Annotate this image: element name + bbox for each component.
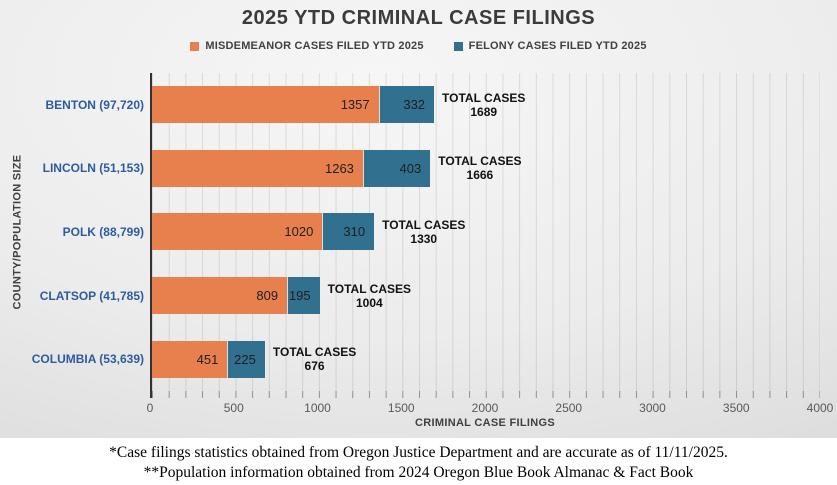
- bar-row-benton: 1357 332 TOTAL CASES 1689: [152, 73, 820, 137]
- chart-slide: 2025 YTD CRIMINAL CASE FILINGS MISDEMEAN…: [0, 0, 837, 438]
- total-cases-value: 676: [304, 359, 325, 374]
- x-axis-tick-label: 4000: [806, 401, 834, 415]
- total-cases-caption: TOTAL CASES: [272, 345, 357, 360]
- legend-label-misdemeanor: MISDEMEANOR CASES FILED YTD 2025: [205, 40, 424, 52]
- bar-row-columbia: 451 225 TOTAL CASES 676: [152, 327, 820, 391]
- bar-row-clatsop: 809 195 TOTAL CASES 1004: [152, 264, 820, 328]
- total-cases-annotation: TOTAL CASES 1330: [382, 218, 465, 246]
- county-label-columbia: COLUMBIA (53,639): [31, 352, 144, 367]
- chart-title: 2025 YTD CRIMINAL CASE FILINGS: [241, 7, 596, 29]
- x-axis-tick-label: 2500: [555, 401, 583, 415]
- x-axis-title: CRIMINAL CASE FILINGS: [415, 417, 555, 429]
- total-cases-value: 1666: [466, 168, 494, 183]
- x-axis-tick-label: 0: [146, 401, 154, 415]
- x-axis-tick-label: 1500: [387, 401, 415, 415]
- total-cases-value: 1689: [470, 104, 498, 119]
- felony-segment: 195: [287, 277, 320, 315]
- total-cases-annotation: TOTAL CASES 1689: [442, 91, 525, 119]
- footnote-line-2: **Population information obtained from 2…: [143, 464, 694, 481]
- x-axis-tick-marks: [150, 391, 820, 398]
- y-axis-category-labels: BENTON (97,720) LINCOLN (51,153) POLK (8…: [0, 73, 144, 391]
- legend-swatch-felony-icon: [453, 41, 463, 51]
- total-cases-caption: TOTAL CASES: [442, 90, 526, 105]
- segment-value-label: 809: [256, 288, 279, 304]
- bar-row-lincoln: 1263 403 TOTAL CASES 1666: [152, 137, 820, 201]
- county-label-clatsop: CLATSOP (41,785): [39, 288, 144, 303]
- footnotes: *Case filings statistics obtained from O…: [0, 438, 837, 485]
- segment-value-label: 1357: [340, 97, 370, 113]
- x-axis-tick-label: 1000: [304, 401, 331, 415]
- county-label-benton: BENTON (97,720): [45, 97, 144, 112]
- footnote-line-1: *Case filings statistics obtained from O…: [109, 444, 728, 461]
- legend-swatch-misdemeanor-icon: [190, 41, 200, 51]
- felony-segment: 310: [322, 213, 375, 251]
- legend-item-misdemeanor: MISDEMEANOR CASES FILED YTD 2025: [190, 40, 423, 52]
- misdemeanor-segment: 1263: [152, 149, 363, 187]
- misdemeanor-segment: 1020: [152, 213, 323, 251]
- segment-value-label: 195: [288, 288, 311, 304]
- segment-value-label: 1020: [284, 224, 314, 240]
- total-cases-annotation: TOTAL CASES 1666: [438, 154, 521, 182]
- total-cases-value: 1004: [355, 295, 383, 310]
- total-cases-annotation: TOTAL CASES 676: [273, 345, 356, 373]
- legend-item-felony: FELONY CASES FILED YTD 2025: [453, 40, 647, 52]
- plot-area: 1357 332 TOTAL CASES 1689 1263 403 T: [150, 73, 820, 391]
- x-axis-tick-labels: 0 500 1000 1500 2000 2500 3000 3500 4000: [146, 401, 834, 415]
- felony-segment: 225: [227, 340, 265, 378]
- felony-segment: 403: [362, 149, 431, 187]
- segment-value-label: 225: [234, 351, 256, 367]
- x-axis-tick-label: 3500: [722, 401, 750, 415]
- legend-label-felony: FELONY CASES FILED YTD 2025: [468, 40, 647, 52]
- x-axis-tick-label: 500: [223, 401, 244, 415]
- total-cases-value: 1330: [410, 231, 438, 246]
- total-cases-annotation: TOTAL CASES 1004: [328, 282, 411, 310]
- segment-value-label: 451: [196, 351, 219, 367]
- total-cases-caption: TOTAL CASES: [382, 217, 466, 232]
- x-axis-tick-label: 3000: [639, 401, 666, 415]
- segment-value-label: 332: [403, 97, 426, 113]
- x-axis-tick-label: 2000: [471, 401, 499, 415]
- county-label-polk: POLK (88,799): [62, 224, 144, 239]
- total-cases-caption: TOTAL CASES: [327, 281, 411, 296]
- total-cases-caption: TOTAL CASES: [438, 154, 522, 169]
- bar-row-polk: 1020 310 TOTAL CASES 1330: [152, 200, 820, 264]
- segment-value-label: 403: [399, 160, 422, 176]
- misdemeanor-segment: 1357: [152, 86, 379, 124]
- segment-value-label: 310: [343, 224, 366, 240]
- misdemeanor-segment: 451: [152, 340, 228, 378]
- felony-segment: 332: [378, 86, 435, 124]
- segment-value-label: 1263: [324, 160, 354, 176]
- county-label-lincoln: LINCOLN (51,153): [42, 161, 144, 176]
- legend: MISDEMEANOR CASES FILED YTD 2025 FELONY …: [0, 40, 837, 52]
- misdemeanor-segment: 809: [152, 277, 288, 315]
